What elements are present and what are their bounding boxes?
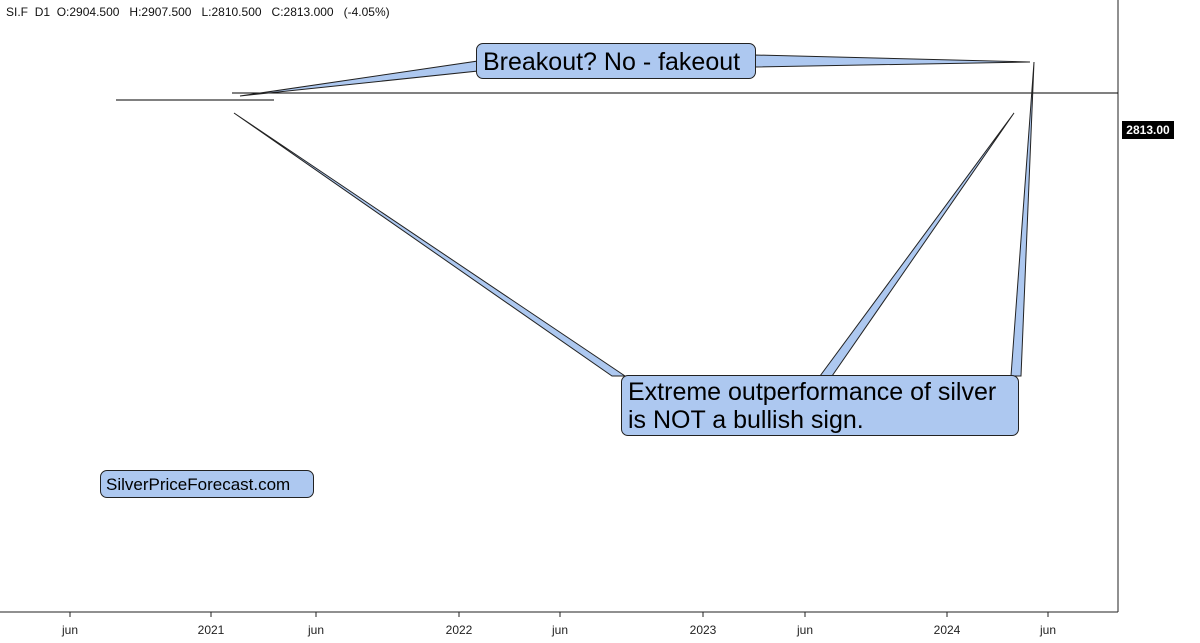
- symbol-label: SI.F: [6, 5, 29, 19]
- fakeout-callout: Breakout? No - fakeout: [476, 43, 756, 79]
- time-tick-label: jun: [551, 623, 568, 637]
- time-axis: jun 2021 jun 2022 jun 2023 jun 2024 jun: [61, 612, 1056, 637]
- time-tick-label: 2023: [690, 623, 717, 637]
- time-tick-label: 2022: [446, 623, 473, 637]
- chart-header: SI.F D1 O:2904.500 H:2907.500 L:2810.500…: [6, 5, 390, 19]
- time-tick-label: 2024: [934, 623, 961, 637]
- trend-lines: [116, 54, 1118, 377]
- fakeout-callout-text: Breakout? No - fakeout: [483, 48, 741, 76]
- time-tick-label: jun: [796, 623, 813, 637]
- interval-label: D1: [34, 5, 51, 19]
- outperformance-callout-line1: Extreme outperformance of silver: [628, 378, 997, 406]
- outperformance-callout-line2: is NOT a bullish sign.: [628, 406, 864, 434]
- watermark-text: SilverPriceForecast.com: [106, 475, 291, 494]
- last-price-tag: 2813.00: [1122, 121, 1174, 139]
- time-tick-label: jun: [307, 623, 324, 637]
- last-price-value: 2813.00: [1126, 123, 1170, 137]
- watermark-label: SilverPriceForecast.com: [100, 470, 314, 498]
- ohlc-readout: O:2904.500 H:2907.500 L:2810.500 C:2813.…: [56, 5, 390, 19]
- time-tick-label: jun: [61, 623, 78, 637]
- callout-pointer-2021: [233, 112, 627, 377]
- time-tick-label: jun: [1039, 623, 1056, 637]
- plot-area: [0, 0, 1118, 612]
- outperformance-callout: Extreme outperformance of silver is NOT …: [621, 375, 1019, 436]
- time-tick-label: 2021: [198, 623, 225, 637]
